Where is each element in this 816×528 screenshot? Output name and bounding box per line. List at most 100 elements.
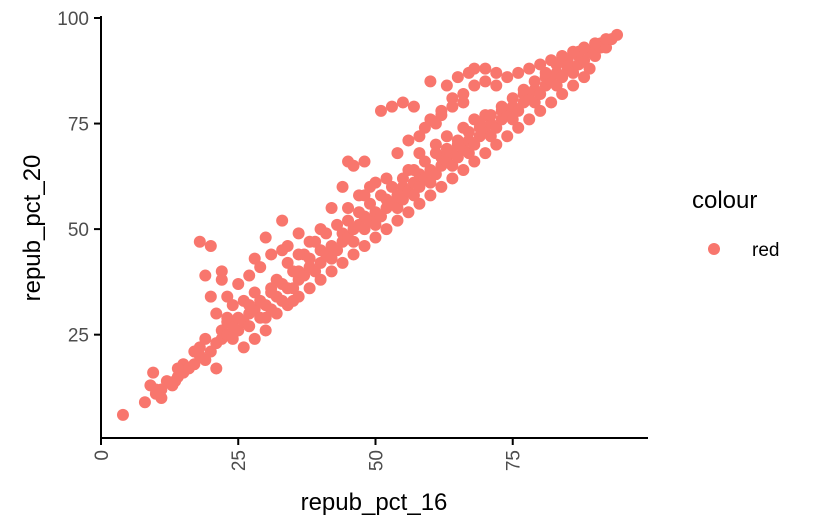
data-point-252 [314,223,327,236]
data-point-212 [265,282,278,295]
legend-key-red [708,243,720,255]
data-point-184 [353,206,366,219]
data-point-158 [440,79,453,92]
data-point-0 [116,408,129,421]
data-point-143 [259,231,272,244]
data-point-186 [374,189,387,202]
data-point-276 [237,341,250,354]
data-point-243 [512,121,525,134]
data-point-145 [276,214,289,227]
data-point-257 [402,134,415,147]
data-point-221 [270,307,283,320]
data-point-180 [309,235,322,248]
data-point-151 [347,159,360,172]
data-point-256 [391,147,404,160]
data-point-229 [358,240,371,252]
data-point-215 [199,332,212,345]
data-point-260 [435,104,448,117]
data-point-236 [435,180,448,193]
legend: colour red [692,187,779,261]
data-point-149 [336,180,349,193]
data-point-214 [221,311,234,324]
data-point-57 [347,235,360,248]
data-point-225 [314,273,327,286]
data-point-163 [490,66,503,79]
data-point-162 [479,62,492,75]
data-point-133 [199,269,212,282]
x-ticks: 0 25 50 75 [92,438,525,471]
data-point-279 [287,294,300,307]
data-point-239 [468,155,481,168]
data-point-245 [534,104,547,117]
data-point-248 [567,79,580,92]
data-point-277 [248,332,261,345]
data-point-169 [429,138,442,151]
data-point-194 [462,126,475,138]
data-point-199 [517,83,530,96]
data-point-159 [451,71,464,84]
data-point-134 [204,290,217,303]
data-point-192 [440,142,453,155]
x-tick-label-0: 0 [92,450,113,461]
x-axis-title: repub_pct_16 [301,489,448,516]
data-point-217 [171,362,184,375]
data-point-136 [215,265,228,278]
data-point-237 [446,172,459,185]
data-point-18 [210,362,223,375]
data-point-231 [380,223,393,236]
y-ticks: 25 50 75 100 [57,9,101,347]
data-point-268 [523,62,536,75]
data-point-161 [468,62,481,75]
data-point-220 [259,311,272,324]
data-point-249 [578,71,591,84]
data-point-278 [259,324,272,337]
data-point-274 [589,37,602,50]
data-point-135 [215,273,228,286]
data-point-224 [303,282,316,295]
data-point-250 [276,244,289,257]
data-point-218 [160,375,173,388]
data-point-235 [424,189,437,202]
data-point-251 [292,248,305,261]
data-point-131 [193,235,206,248]
data-point-208 [446,100,459,113]
data-point-255 [369,176,382,189]
data-point-142 [254,261,267,274]
data-point-147 [292,227,305,240]
data-point-213 [243,299,256,312]
data-point-157 [424,75,437,88]
data-point-196 [484,109,497,122]
data-point-190 [418,155,431,168]
data-point-1 [138,396,151,409]
data-point-230 [369,231,382,244]
data-point-210 [342,202,355,214]
data-point-189 [407,164,420,176]
data-point-139 [232,278,245,290]
data-point-130 [611,28,624,41]
data-point-170 [440,130,453,143]
legend-label-red: red [752,240,779,261]
data-point-253 [325,202,338,214]
data-point-137 [210,307,223,320]
data-point-247 [556,88,569,100]
data-point-209 [457,96,470,109]
x-tick-label-1: 25 [229,450,250,471]
data-point-176 [248,286,261,299]
data-point-144 [265,248,278,261]
data-point-191 [429,147,442,160]
data-point-153 [374,104,387,117]
data-point-174 [226,299,239,312]
data-point-226 [325,265,338,278]
data-point-254 [358,189,371,202]
data-point-193 [451,134,464,147]
data-point-266 [501,71,514,84]
y-axis-title: repub_pct_20 [19,155,46,302]
data-point-132 [204,240,217,252]
data-point-267 [512,66,525,79]
data-point-155 [396,96,409,109]
data-point-211 [287,265,300,278]
data-point-234 [413,197,426,210]
data-point-156 [407,100,420,113]
data-point-152 [358,155,371,168]
data-point-259 [424,113,437,126]
